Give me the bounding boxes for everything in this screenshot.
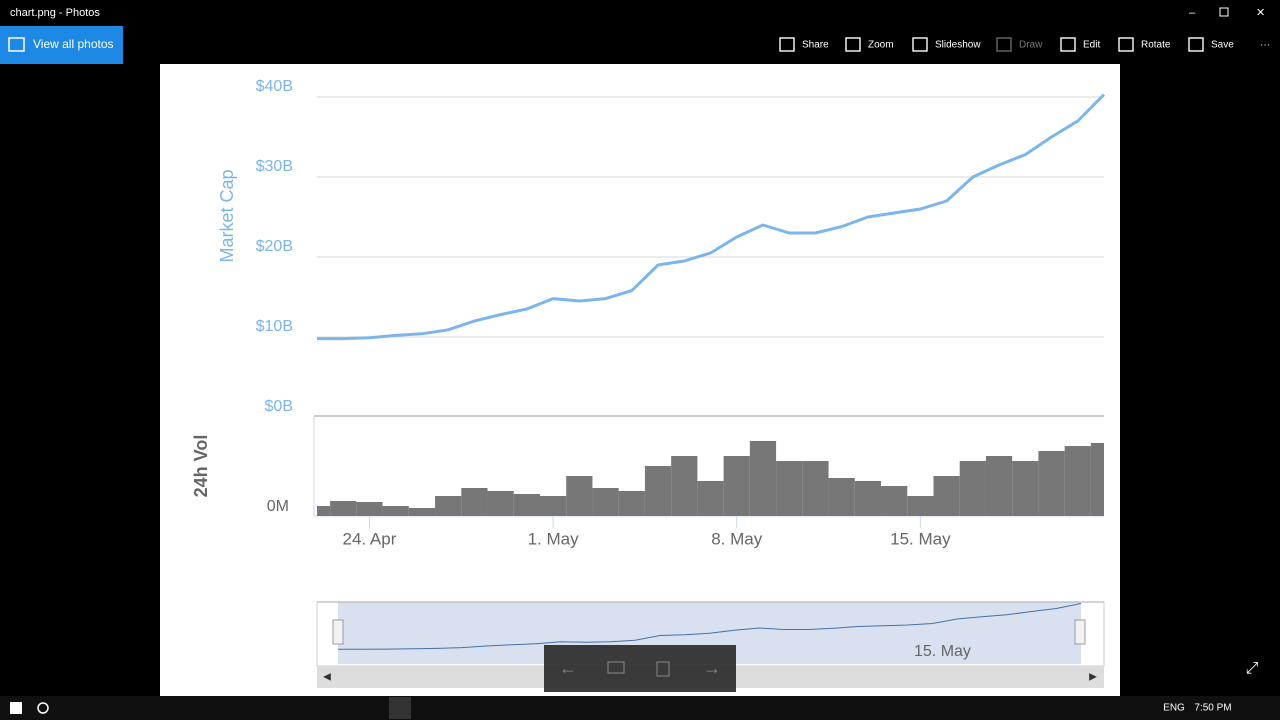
previous[interactable]: ← [559,658,577,678]
volume-bar [330,501,357,516]
volume-bar [592,488,619,516]
next[interactable]: → [703,658,721,678]
fullscreen[interactable]: ⤢ [1246,660,1259,677]
y-tick-label: $40B [256,78,293,95]
back-button[interactable] [0,26,123,64]
volume-bar [513,494,540,516]
x-tick-label: 15. May [890,529,951,548]
market-cap-line [317,93,1106,341]
volume-bar [618,491,645,516]
maximize[interactable] [1219,7,1229,17]
y2-tick-label: 0M [267,498,289,515]
volume-bar [1038,451,1065,516]
volume-bar [907,496,934,516]
start[interactable] [10,702,22,714]
toolbar-button[interactable]: Share [802,40,829,51]
toolbar-icon [1188,37,1204,52]
clock: 7:50 PM [1194,703,1231,714]
x-tick-label: 8. May [711,529,763,548]
y-tick-label: $10B [256,318,293,335]
y-tick-label: $0B [265,398,293,415]
toolbar: Share Zoom Slideshow Draw Edit Rotate Save ··· [779,37,1270,52]
x-tick-label: 1. May [528,529,580,548]
volume-bar [382,506,409,516]
volume-bar [985,456,1013,516]
toolbar-icon [845,37,861,52]
volume-bar [1012,461,1039,516]
toolbar-icon [1118,37,1134,52]
window-title: chart.png - Photos [10,7,100,19]
toolbar-icon [912,37,928,52]
toolbar-button[interactable]: Edit [1083,40,1100,51]
volume-bar [487,491,514,516]
volume-bar [828,478,855,516]
minimize[interactable]: – [1189,7,1196,19]
image [160,64,1120,696]
active-app[interactable] [389,697,411,719]
toolbar-button: Draw [1019,40,1043,51]
volume-bar [959,461,986,516]
y-tick-label: $20B [256,238,293,255]
volume-bar [317,506,331,516]
y-axis-title: Market Cap [217,169,237,262]
volume-bar [723,456,750,516]
delete[interactable] [656,661,670,677]
taskbar [0,696,1280,720]
back-label[interactable]: View all photos [33,37,114,51]
toolbar-icon [779,37,795,52]
language: ENG [1163,703,1185,714]
close[interactable]: ✕ [1256,7,1265,19]
navigator-handle[interactable] [332,619,344,645]
filmstrip-controls [544,645,736,692]
volume-bar [408,508,436,516]
navigator-line [338,603,1082,650]
toolbar-button[interactable]: Save [1211,40,1234,51]
volume-bar [881,486,908,516]
volume-bar [933,476,960,516]
volume-bar [854,481,882,516]
toolbar-button[interactable]: Rotate [1141,40,1171,51]
volume-bar [1090,443,1104,516]
toolbar-button[interactable]: Zoom [868,40,894,51]
scroll-left[interactable]: ◀ [323,672,331,683]
volume-bar [461,488,488,516]
scroll-right[interactable]: ▶ [1089,672,1097,683]
photo-icon [8,37,25,52]
toolbar-button[interactable]: ··· [1260,40,1270,51]
volume-bar [802,461,829,516]
navigator-label: 15. May [914,643,971,660]
volume-bar [644,466,672,516]
volume-bar [539,496,567,516]
volume-bar [776,461,803,516]
volume-bar [671,456,698,516]
volume-bar [697,481,724,516]
y2-axis-title: 24h Vol [191,435,211,498]
x-tick-label: 24. Apr [343,529,397,548]
volume-bar [1064,446,1091,516]
toolbar-button[interactable]: Slideshow [935,40,981,51]
search[interactable] [37,702,49,714]
toolbar-icon [996,37,1012,52]
toolbar-icon [1060,37,1076,52]
volume-bar [749,441,777,516]
volume-bar [356,502,383,516]
y-tick-label: $30B [256,158,293,175]
view[interactable] [607,661,625,674]
volume-bar [566,476,593,516]
navigator-handle[interactable] [1074,619,1086,645]
volume-bar [435,496,462,516]
